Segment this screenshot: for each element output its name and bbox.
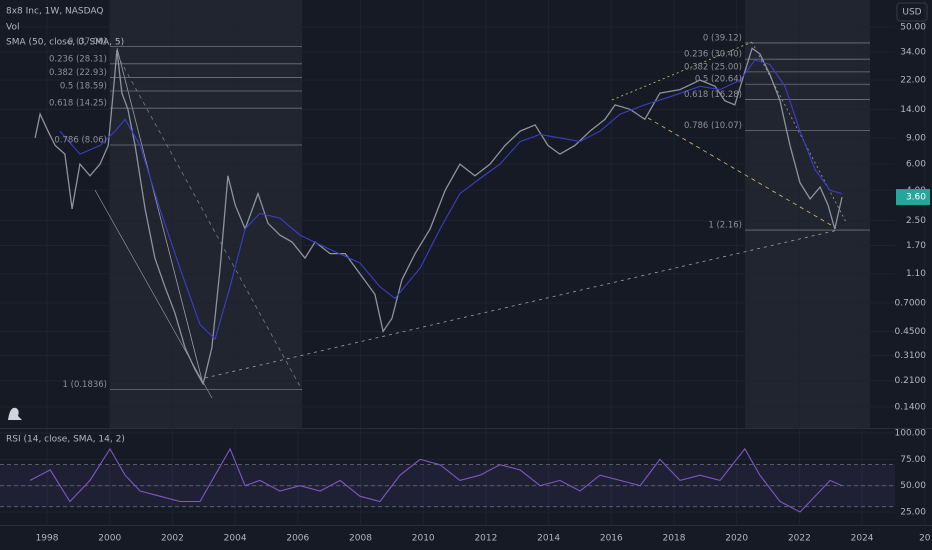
y-tick-label: 25.00	[900, 508, 926, 518]
y-tick-label: 22.00	[900, 76, 926, 86]
fib-label: 1 (0.1836)	[63, 380, 107, 390]
fib-label: 0.236 (30.40)	[684, 50, 742, 60]
series-line	[59, 59, 843, 341]
grid	[0, 0, 926, 525]
x-tick-label: 2016	[600, 534, 623, 544]
y-tick-label: 0.2100	[895, 376, 927, 386]
fib-label: 0.236 (28.31)	[49, 54, 107, 64]
y-tick-label: 50.00	[900, 23, 926, 33]
x-tick-label: 2022	[788, 534, 811, 544]
y-tick-label: 9.00	[906, 133, 926, 143]
fib-label: 0.786 (10.07)	[684, 121, 742, 131]
fib-label: 0.382 (25.00)	[684, 62, 742, 72]
y-tick-label: 1.10	[906, 269, 926, 279]
fib-label: 1 (2.16)	[708, 221, 742, 231]
y-tick-label: 75.00	[900, 455, 926, 465]
legend-sma: SMA (50, close, 0, SMA, 5)	[6, 38, 124, 48]
series-line	[29, 447, 843, 513]
logo	[6, 407, 22, 420]
x-tick-label: 20	[919, 534, 931, 544]
x-tick-label: 2018	[663, 534, 686, 544]
legend-rsi: RSI (14, close, SMA, 14, 2)	[6, 435, 125, 445]
y-tick-label: 14.00	[900, 105, 926, 115]
fib-label: 0 (37.00)	[68, 37, 107, 47]
plot	[29, 42, 870, 513]
x-tick-label: 2002	[161, 534, 184, 544]
y-tick-label: 100.00	[895, 429, 927, 439]
y-tick-label: 50.00	[900, 481, 926, 491]
trendline	[611, 41, 753, 101]
y-tick-label: 0.1400	[895, 402, 927, 412]
y-tick-label: 0.3100	[895, 351, 927, 361]
fib-label: 0.5 (20.64)	[695, 75, 742, 85]
fib-box	[745, 0, 870, 428]
fib-label: 0.618 (16.28)	[684, 90, 742, 100]
x-tick-label: 2012	[474, 534, 497, 544]
x-tick-label: 2020	[725, 534, 748, 544]
chart-title: 8x8 Inc, 1W, NASDAQ	[6, 7, 103, 17]
volume-label: Vol	[6, 23, 19, 33]
y-tick-label: 0.4500	[895, 327, 927, 337]
y-tick-label: 34.00	[900, 47, 926, 57]
last-price-label: 3.60	[906, 193, 926, 203]
x-tick-label: 2010	[412, 534, 435, 544]
series-line	[34, 47, 843, 386]
fib-label: 0.382 (22.93)	[49, 68, 107, 78]
y-tick-label: 0.7000	[895, 298, 927, 308]
x-tick-label: 2014	[537, 534, 560, 544]
y-tick-label: 2.50	[906, 216, 926, 226]
trendline	[116, 47, 204, 385]
x-tick-label: 2004	[224, 534, 247, 544]
fib-label: 0.786 (8.06)	[54, 135, 107, 145]
x-tick-label: 2000	[98, 534, 121, 544]
x-tick-label: 2008	[349, 534, 372, 544]
y-tick-label: 1.70	[906, 241, 926, 251]
currency-box	[896, 2, 928, 22]
fib-label: 0.618 (14.25)	[49, 99, 107, 109]
y-tick-label: 6.00	[906, 160, 926, 170]
fib-box	[110, 0, 302, 428]
fib-label: 0.5 (18.59)	[60, 81, 107, 91]
trendline	[119, 59, 303, 391]
trendline	[204, 229, 839, 379]
last-price-badge	[896, 189, 930, 206]
fib-label: 0 (39.12)	[703, 33, 742, 43]
currency: USD	[902, 8, 921, 18]
x-tick-label: 2024	[851, 534, 874, 544]
x-tick-label: 2006	[286, 534, 309, 544]
x-tick-label: 1998	[36, 534, 59, 544]
trendline	[751, 41, 847, 223]
